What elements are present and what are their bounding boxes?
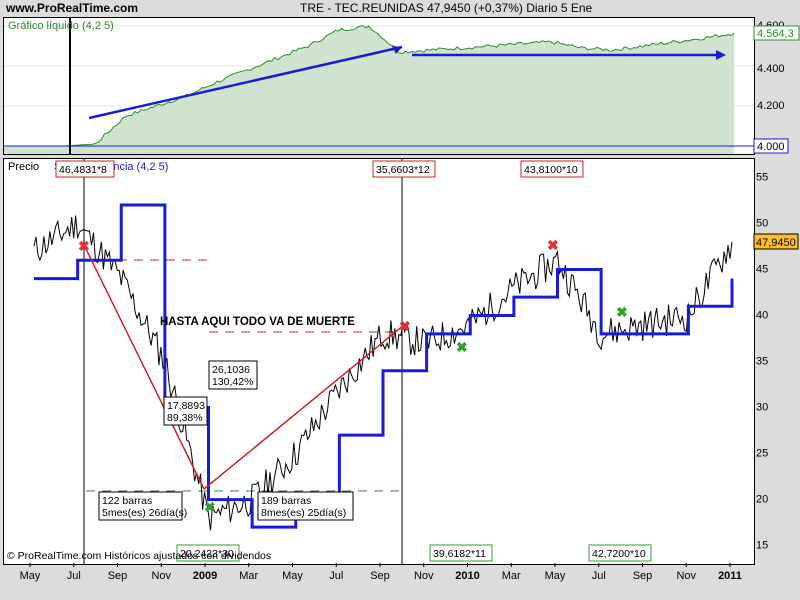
- x-tick-label: Nov: [414, 570, 434, 582]
- equity-panel: Gráfico líquido (4,2 5): [3, 17, 755, 155]
- equity-area: [4, 25, 734, 154]
- price-tick: 45: [756, 263, 768, 275]
- buy-signal-value: 39,6182*11: [433, 548, 486, 560]
- equity-chart: Gráfico líquido (4,2 5): [4, 18, 754, 154]
- buy-marker-icon: ✖: [616, 304, 628, 320]
- buy-marker-icon: ✖: [456, 339, 468, 355]
- equity-tick: 4.400: [757, 63, 785, 75]
- drop-trendline: [83, 244, 205, 490]
- duration-box: [98, 491, 183, 521]
- price-tick: 15: [756, 540, 768, 552]
- price-tick: 30: [756, 402, 768, 414]
- price-tick: 50: [756, 217, 768, 229]
- x-tick-label: 2010: [455, 570, 479, 582]
- drop-value: 17,8893: [167, 400, 205, 412]
- bars-count: 189 barras: [261, 495, 311, 507]
- rise-trendline: [203, 324, 405, 490]
- buy-signal-value: 20,2423*30: [180, 548, 234, 560]
- buy-signal-box: [176, 544, 240, 562]
- bars-count: 122 barras: [102, 495, 152, 507]
- time-axis: May Jul Sep Nov 2009 Mar May Jul Sep Nov 2010 Mar Ma…: [20, 563, 742, 582]
- equity-last-box: [753, 25, 800, 41]
- sell-signal-value: 43,8100*10: [524, 164, 578, 176]
- x-tick-label: May: [545, 570, 566, 582]
- supertrend-series: [34, 203, 734, 529]
- price-label: Precio: [8, 161, 39, 173]
- duration-box: [257, 491, 354, 521]
- arrow-head-icon: [392, 46, 402, 54]
- price-tick: 25: [756, 448, 768, 460]
- x-tick-label: Sep: [370, 570, 390, 582]
- sell-signal-value: 35,6603*12: [376, 164, 430, 176]
- buy-signal-box: [588, 544, 652, 562]
- x-tick-label: May: [282, 570, 303, 582]
- rise-measure-box: [208, 360, 258, 390]
- price-tick: 40: [756, 309, 768, 321]
- sell-marker-icon: ✖: [78, 238, 90, 254]
- sell-marker-icon: ✖: [399, 318, 411, 334]
- equity-last-value: 4.564,3: [757, 28, 794, 40]
- x-tick-label: Nov: [151, 570, 171, 582]
- equity-trendline-1: [88, 45, 403, 120]
- x-tick-label: Jul: [67, 570, 81, 582]
- price-axis: 47,9450 55 50 45 40 35 30 25 20 15: [753, 171, 799, 552]
- price-tick: 35: [756, 356, 768, 368]
- rise-value: 26,1036: [212, 364, 250, 376]
- equity-level-value: 4.000: [757, 141, 785, 153]
- equity-line: [4, 25, 735, 147]
- price-chart: ✖ ✖ ✖ ✖ ✖ ✖ Precio SuperTendencia (4,2 5…: [7, 159, 734, 564]
- x-tick-label: Mar: [239, 570, 258, 582]
- x-tick-label: Jul: [329, 570, 343, 582]
- arrow-head-icon: [716, 50, 726, 60]
- sell-marker-icon: ✖: [547, 237, 559, 253]
- sell-signal-box: [55, 160, 115, 178]
- duration-text: 8mes(es) 25día(s): [261, 507, 346, 519]
- x-tick-label: 2009: [193, 570, 217, 582]
- x-tick-label: Sep: [633, 570, 653, 582]
- price-panel: ✖ ✖ ✖ ✖ ✖ ✖ Precio SuperTendencia (4,2 5…: [3, 158, 755, 565]
- drop-pct: 89,38%: [167, 412, 203, 424]
- buy-signal-value: 42,7200*10: [592, 548, 646, 560]
- equity-axis: 4.600 4.400 4.200 4.564,3 4.000: [753, 20, 800, 154]
- equity-indicator-label: Gráfico líquido (4,2 5): [8, 20, 114, 32]
- sell-signal-box: [520, 160, 584, 178]
- copyright-text: © ProRealTime.com Históricos ajustados c…: [7, 550, 271, 562]
- drop-measure-box: [163, 396, 208, 426]
- buy-signal-box: [429, 544, 493, 562]
- price-tick: 20: [756, 494, 768, 506]
- x-tick-label: Jul: [592, 570, 606, 582]
- price-tick: 55: [756, 171, 768, 183]
- x-tick-label: 2011: [718, 570, 742, 582]
- sell-signal-box: [372, 160, 436, 178]
- annotation-text: HASTA AQUI TODO VA DE MUERTE: [160, 316, 355, 328]
- chart-header: www.ProRealTime.com TRE - TEC.REUNIDAS 4…: [0, 0, 800, 17]
- x-tick-label: May: [20, 570, 41, 582]
- x-tick-label: Mar: [502, 570, 521, 582]
- last-price-box: [753, 233, 799, 250]
- buy-marker-icon: ✖: [204, 499, 216, 515]
- x-tick-label: Nov: [676, 570, 696, 582]
- x-tick-label: Sep: [108, 570, 128, 582]
- sell-signal-value: 46,4831*8: [59, 164, 107, 176]
- duration-text: 5mes(es) 26día(s): [102, 507, 187, 519]
- rise-pct: 130,42%: [212, 376, 253, 388]
- chart-title: TRE - TEC.REUNIDAS 47,9450 (+0,37%) Diar…: [300, 1, 593, 15]
- equity-tick: 4.200: [757, 100, 785, 112]
- site-name[interactable]: www.ProRealTime.com: [6, 1, 139, 15]
- price-series: [33, 215, 733, 531]
- last-price-value: 47,9450: [756, 237, 796, 249]
- equity-level-box: [753, 138, 789, 154]
